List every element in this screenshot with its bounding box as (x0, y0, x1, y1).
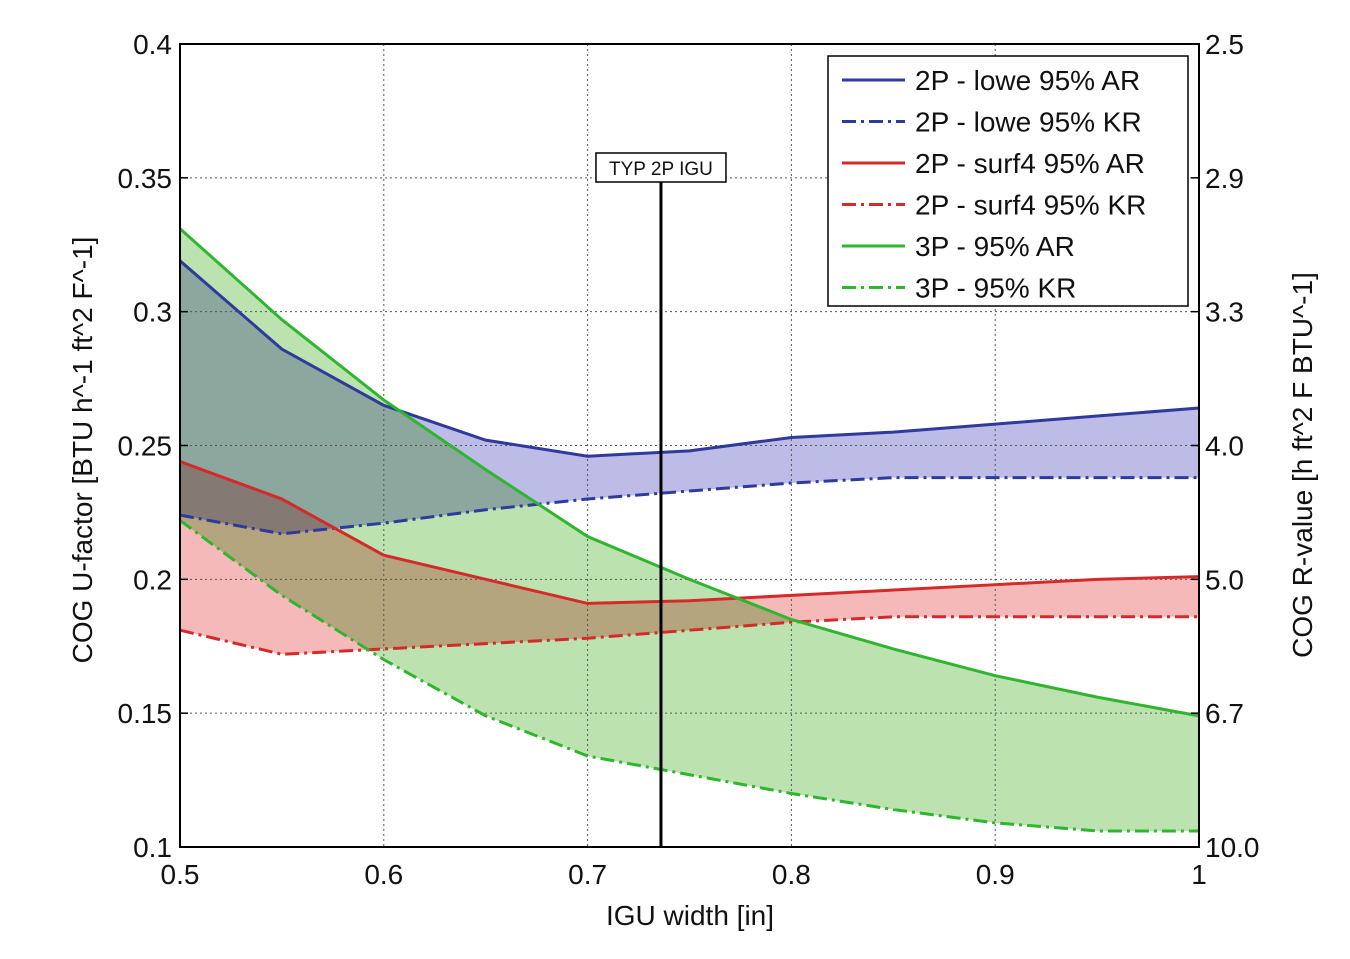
y-tick-label-right: 6.7 (1205, 698, 1244, 729)
y-tick-label: 0.3 (133, 297, 172, 328)
legend-label-3: 2P - surf4 95% KR (915, 190, 1146, 221)
y-tick-label-right: 5.0 (1205, 564, 1244, 595)
x-tick-label: 0.9 (976, 859, 1015, 890)
annotation-box (595, 152, 727, 183)
y-tick-label: 0.15 (118, 698, 173, 729)
series-line-5 (179, 519, 1199, 833)
x-axis-label: IGU width [in] (606, 900, 774, 931)
y-axis-label: COG U-factor [BTU h^-1 ft^2 F^-1] (67, 237, 98, 664)
legend-label-4: 3P - 95% AR (915, 231, 1075, 262)
legend-label-0: 2P - lowe 95% AR (915, 65, 1140, 96)
y-tick-label: 0.1 (133, 832, 172, 863)
series-line-4 (179, 227, 1200, 718)
annotation-label: TYP 2P IGU (609, 159, 713, 180)
series-line-2 (179, 460, 1200, 605)
x-tick-label: 0.7 (568, 859, 607, 890)
x-tick-label: 0.5 (161, 859, 200, 890)
bands (180, 228, 1199, 831)
y-axis-right-label: COG R-value [h ft^2 F BTU^-1] (1287, 272, 1318, 658)
x-tick-label: 0.8 (772, 859, 811, 890)
ticks: 0.5 0.6 0.7 0.8 0.9 1 0.1 10.0 0.15 6.7 0.2 5.0 0.25… (118, 29, 1260, 890)
legend-label-1: 2P - lowe 95% KR (915, 107, 1142, 138)
x-tick-label: 0.6 (364, 859, 403, 890)
legend-label-5: 3P - 95% KR (915, 273, 1076, 304)
y-tick-label: 0.4 (133, 29, 172, 60)
series-lines (179, 227, 1200, 833)
series-line-0 (179, 259, 1200, 458)
y-tick-label: 0.25 (118, 431, 173, 462)
y-tick-label-right: 2.9 (1205, 163, 1244, 194)
x-tick-label: 1 (1191, 859, 1207, 890)
legend-box (827, 55, 1189, 307)
grid (180, 44, 1199, 847)
y-tick-label-right: 2.5 (1205, 29, 1244, 60)
y-tick-label-right: 4.0 (1205, 431, 1244, 462)
y-tick-label-right: 3.3 (1205, 297, 1244, 328)
band-2 (180, 228, 1199, 831)
y-tick-label: 0.35 (118, 163, 173, 194)
series-line-3 (179, 615, 1199, 656)
y-tick-label-right: 10.0 (1205, 832, 1260, 863)
series-line-1 (179, 476, 1199, 536)
annotation: TYP 2P IGU (595, 152, 727, 847)
legend-label-2: 2P - surf4 95% AR (915, 148, 1145, 179)
y-tick-label: 0.2 (133, 564, 172, 595)
legend: 2P - lowe 95% AR 2P - lowe 95% KR 2P - sur… (827, 55, 1189, 307)
